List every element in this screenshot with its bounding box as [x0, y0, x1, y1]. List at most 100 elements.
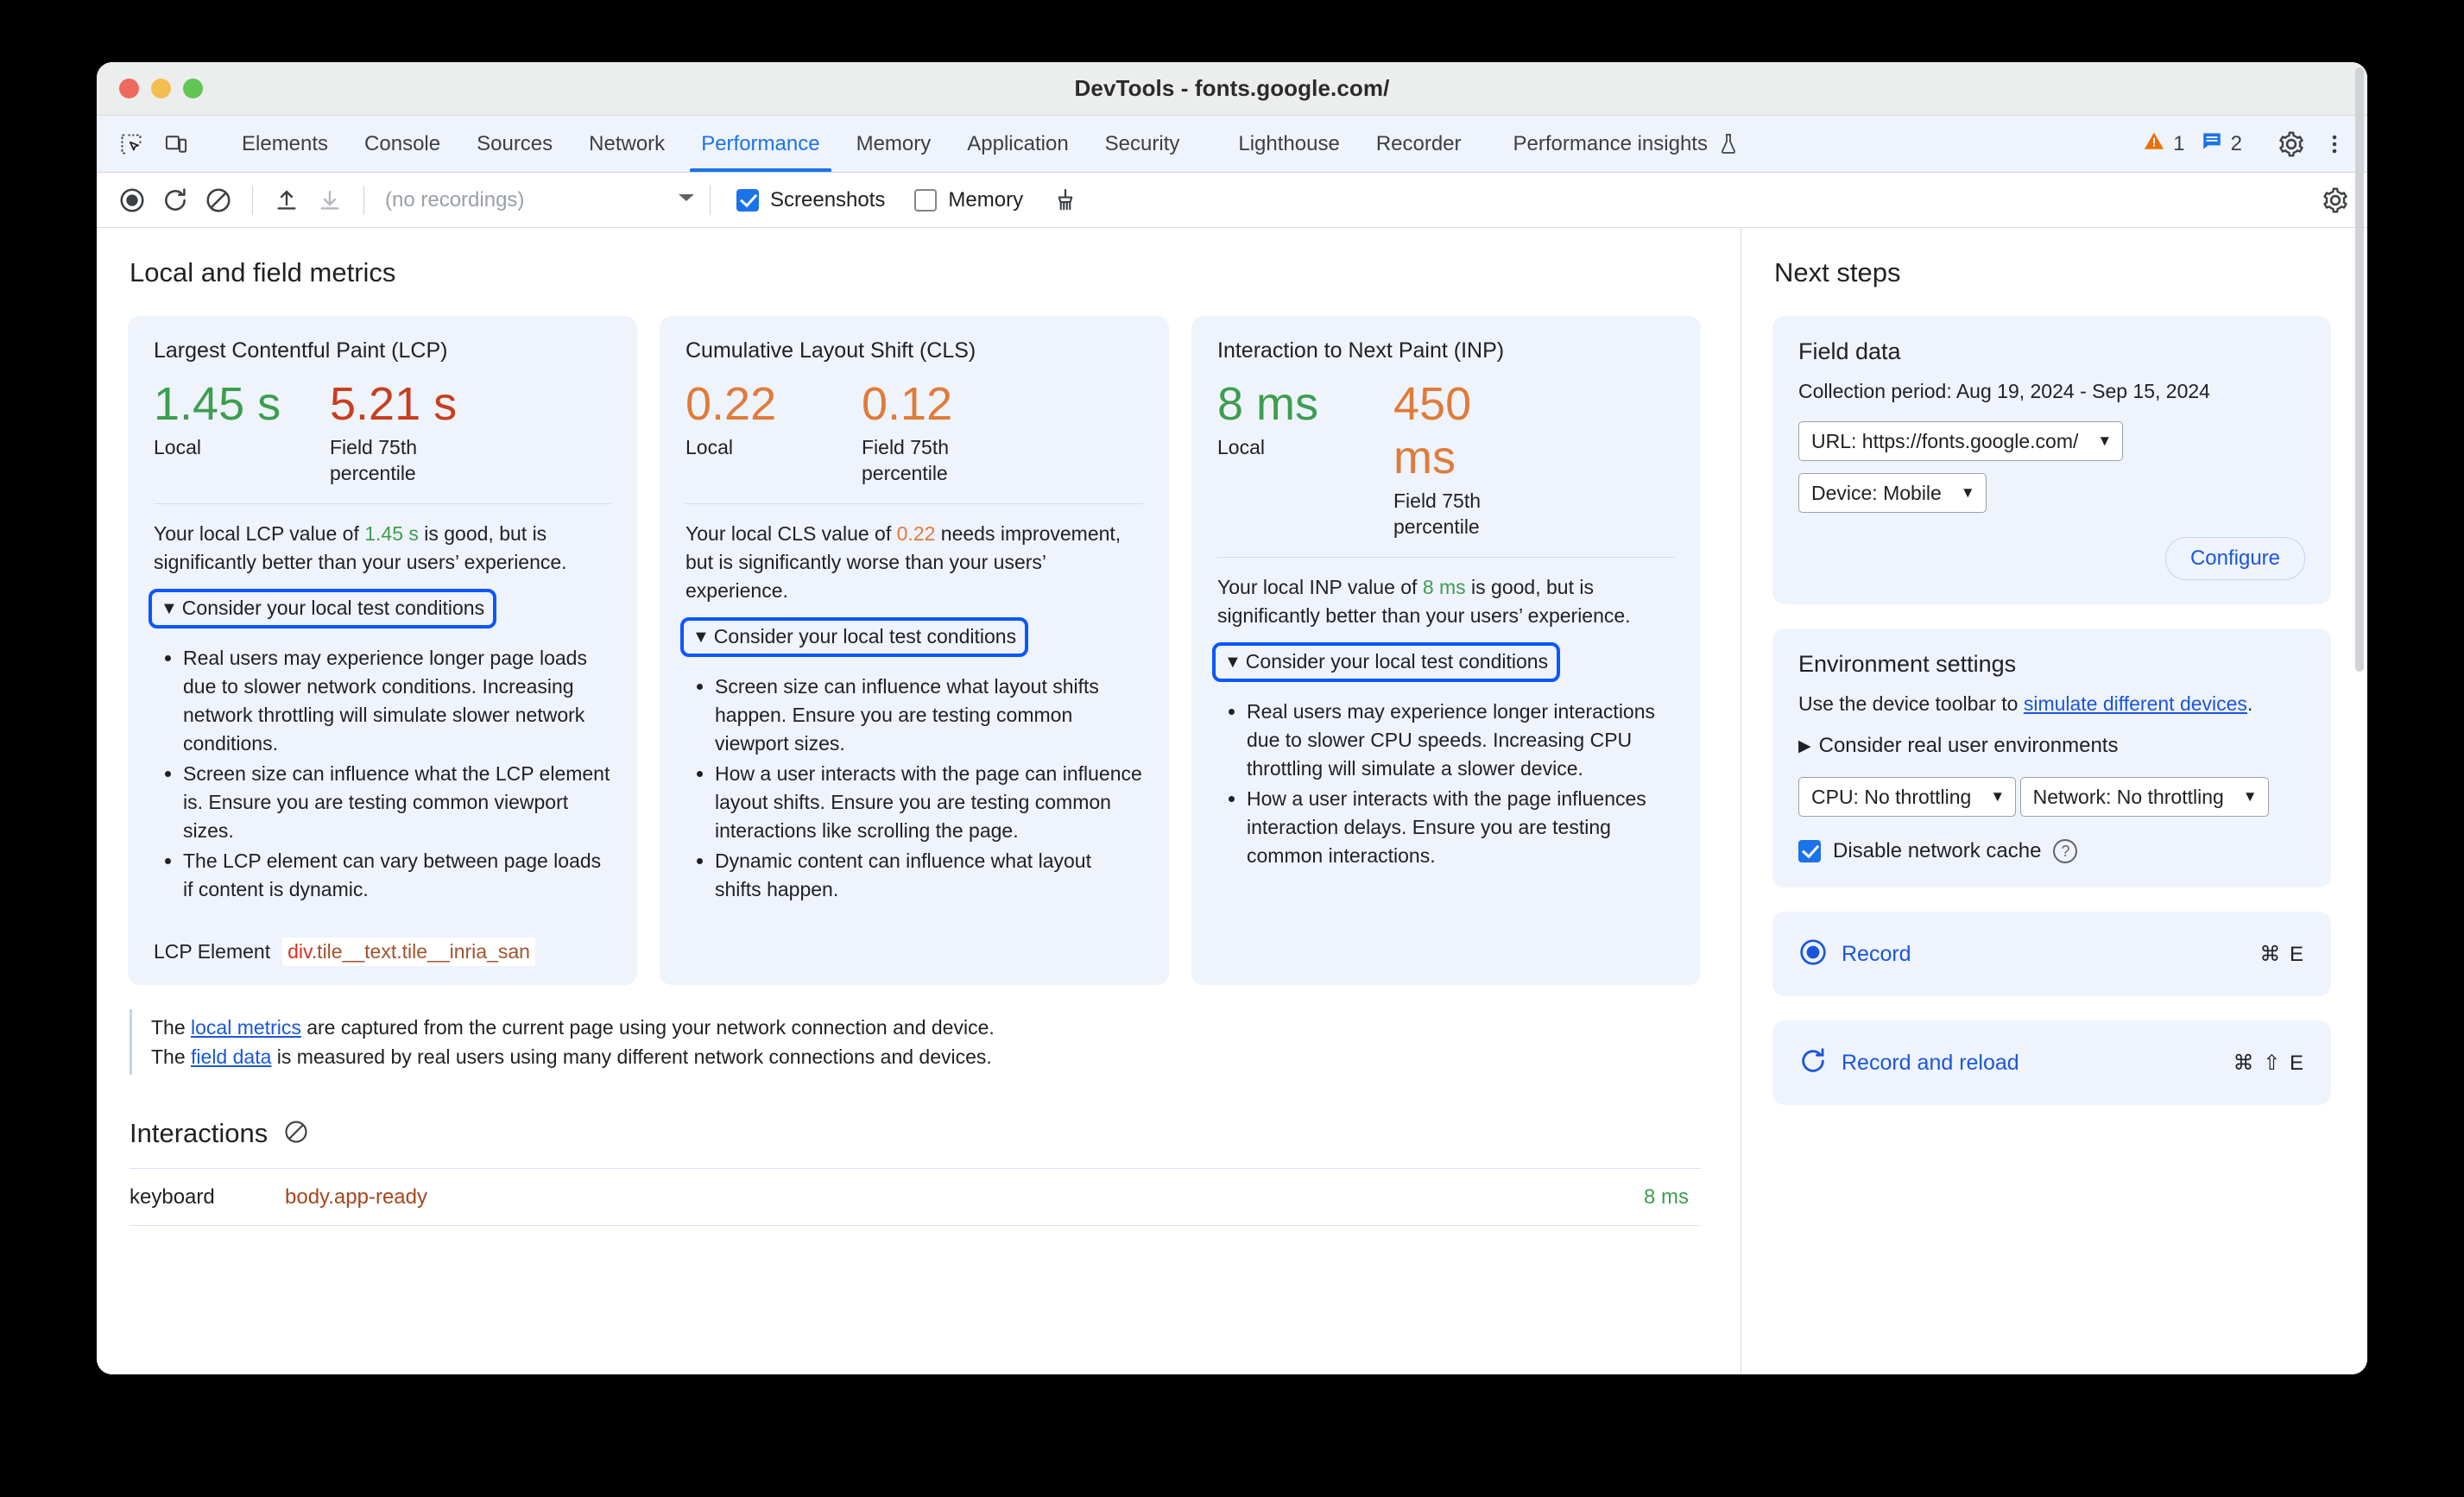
field-data-title: Field data [1798, 338, 1901, 364]
device-select[interactable]: Device: Mobile ▼ [1798, 473, 1987, 513]
help-icon[interactable]: ? [2053, 839, 2078, 863]
lcp-element-classes: .tile__text.tile__inria_san [311, 940, 530, 963]
tab-memory[interactable]: Memory [838, 116, 950, 172]
network-throttling-select[interactable]: Network: No throttling ▼ [2019, 777, 2269, 817]
disclosure-local-test-conditions[interactable]: ▼ Consider your local test conditions [680, 617, 1029, 657]
caret-down-icon: ▼ [1224, 652, 1241, 672]
disclosure-local-test-conditions[interactable]: ▼ Consider your local test conditions [148, 589, 497, 628]
environment-settings-title: Environment settings [1798, 651, 2017, 677]
simulate-different-devices-link[interactable]: simulate different devices [2023, 692, 2247, 715]
field-data-link[interactable]: field data [191, 1045, 272, 1068]
tab-lighthouse[interactable]: Lighthouse [1220, 116, 1357, 172]
desc-pre: Use the device toolbar to [1798, 692, 2024, 715]
inspect-element-icon[interactable] [112, 125, 150, 163]
issues-counter[interactable]: 2 [2195, 129, 2247, 158]
tab-label: Performance insights [1513, 131, 1708, 155]
desc-metric: 8 ms [1422, 576, 1466, 598]
issue-count: 2 [2230, 131, 2242, 155]
issues-icon [2201, 129, 2223, 158]
interaction-selector: body.app-ready [285, 1184, 427, 1209]
local-metrics-link[interactable]: local metrics [191, 1016, 301, 1039]
record-shortcut: ⌘ E [2259, 942, 2305, 966]
table-row[interactable]: keyboard body.app-ready 8 ms [130, 1169, 1701, 1226]
lcp-element-label: LCP Element [154, 940, 271, 963]
record-button-label: Record [1842, 941, 1911, 966]
lcp-element-tag: div [287, 940, 312, 963]
tab-security[interactable]: Security [1087, 116, 1198, 172]
disable-network-cache-checkbox[interactable]: Disable network cache ? [1798, 839, 2305, 863]
more-options-icon[interactable] [2316, 125, 2353, 163]
local-value: 1.45 s [154, 378, 281, 430]
tab-label: Console [364, 131, 441, 155]
minimize-window-button[interactable] [151, 79, 171, 98]
collection-period: Collection period: Aug 19, 2024 - Sep 15… [1798, 380, 2210, 402]
tab-elements[interactable]: Elements [224, 116, 346, 172]
record-icon[interactable] [112, 180, 152, 220]
environment-description: Use the device toolbar to simulate diffe… [1798, 690, 2305, 718]
list-item: The LCP element can vary between page lo… [183, 847, 611, 904]
card-values: 8 ms Local 450 ms Field 75th percentile [1217, 377, 1675, 540]
memory-checkbox[interactable]: Memory [914, 188, 1023, 212]
clear-interactions-icon[interactable] [283, 1119, 309, 1149]
tab-sources[interactable]: Sources [458, 116, 571, 172]
record-and-reload-button[interactable]: Record and reload ⌘ ⇧ E [1772, 1020, 2331, 1105]
url-select[interactable]: URL: https://fonts.google.com/ ▼ [1798, 421, 2124, 461]
sidebar-title: Next steps [1774, 257, 1901, 287]
local-value-label: Local [154, 436, 201, 458]
field-data-panel: Field data Collection period: Aug 19, 20… [1772, 316, 2331, 604]
maximize-window-button[interactable] [183, 79, 203, 98]
capture-settings-gear-icon[interactable] [2316, 180, 2355, 220]
save-profile-icon[interactable] [310, 180, 350, 220]
disclosure-real-user-environments[interactable]: ▶ Consider real user environments [1798, 734, 2305, 758]
tab-label: Sources [477, 131, 553, 155]
collect-garbage-icon[interactable] [1046, 180, 1085, 220]
lcp-element-value[interactable]: div.tile__text.tile__inria_san [282, 938, 535, 966]
scrollbar-thumb[interactable] [2355, 67, 2364, 672]
checkbox-box [914, 188, 938, 212]
card-title: Cumulative Layout Shift (CLS) [685, 338, 976, 363]
list-item: Screen size can influence what the LCP e… [183, 760, 611, 845]
toggle-device-toolbar-icon[interactable] [157, 125, 195, 163]
toolbar-divider [252, 185, 253, 215]
disable-network-cache-label: Disable network cache [1833, 839, 2042, 862]
record-button[interactable]: Record ⌘ E [1772, 912, 2331, 996]
vertical-scrollbar[interactable] [2354, 62, 2365, 1374]
tab-console[interactable]: Console [346, 116, 458, 172]
record-and-reload-icon[interactable] [155, 180, 195, 220]
interaction-type: keyboard [130, 1184, 215, 1209]
close-window-button[interactable] [119, 79, 139, 98]
page-title: Local and field metrics [130, 257, 396, 287]
cpu-throttling-select[interactable]: CPU: No throttling ▼ [1798, 777, 2017, 817]
network-throttling-value: Network: No throttling [2032, 785, 2224, 808]
caret-right-icon: ▶ [1798, 736, 1811, 755]
field-value-block: 5.21 s Field 75th percentile [330, 377, 470, 486]
screenshots-label: Screenshots [770, 187, 886, 212]
local-test-conditions-list: Screen size can influence what layout sh… [685, 673, 1143, 904]
interactions-table: keyboard body.app-ready 8 ms [130, 1168, 1701, 1226]
metrics-note: The local metrics are captured from the … [130, 1009, 1338, 1075]
warning-counter[interactable]: 1 [2138, 129, 2189, 158]
device-select-value: Device: Mobile [1811, 481, 1942, 504]
disclosure-local-test-conditions[interactable]: ▼ Consider your local test conditions [1212, 642, 1561, 682]
clear-recording-icon[interactable] [199, 180, 238, 220]
tab-network[interactable]: Network [571, 116, 683, 172]
configure-button[interactable]: Configure [2164, 537, 2305, 580]
desc-metric: 1.45 s [364, 522, 419, 545]
load-profile-icon[interactable] [267, 180, 306, 220]
screenshots-checkbox[interactable]: Screenshots [736, 188, 885, 212]
recordings-select[interactable]: (no recordings) [385, 188, 696, 212]
checkbox-box [736, 188, 759, 212]
tab-performance[interactable]: Performance [683, 116, 837, 172]
disclosure-label: Consider real user environments [1818, 734, 2119, 757]
devtools-tabs: Elements Console Sources Network Perform… [224, 116, 2138, 172]
tab-application[interactable]: Application [949, 116, 1086, 172]
list-item: Real users may experience longer interac… [1247, 698, 1675, 783]
tab-performance-insights[interactable]: Performance insights [1495, 116, 1757, 172]
window-controls [97, 79, 203, 98]
tab-recorder[interactable]: Recorder [1358, 116, 1480, 172]
note-pre: The [151, 1016, 192, 1039]
cpu-throttling-value: CPU: No throttling [1811, 785, 1972, 808]
list-item: Screen size can influence what layout sh… [715, 673, 1143, 758]
chevron-down-icon: ▼ [1960, 484, 1975, 501]
gear-icon[interactable] [2272, 125, 2310, 163]
